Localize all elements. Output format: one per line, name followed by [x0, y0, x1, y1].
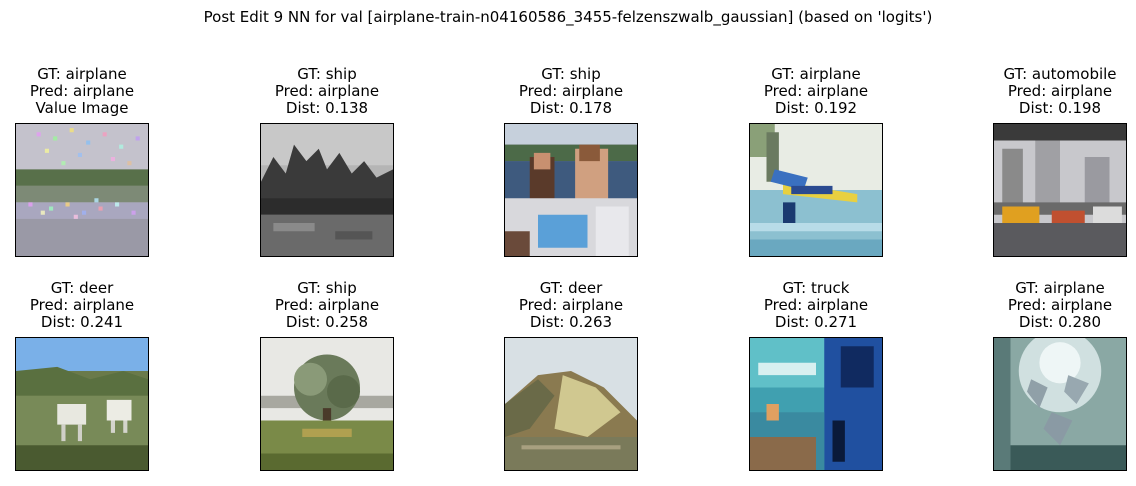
- jet-formation-image: [993, 337, 1127, 471]
- panel-caption: GT: truck Pred: airplane Dist: 0.271: [709, 280, 923, 331]
- panel-caption: GT: airplane Pred: airplane Dist: 0.192: [709, 66, 923, 117]
- dist-label: Dist: 0.178: [529, 99, 613, 117]
- seaplane-on-water-image: [749, 123, 883, 257]
- people-on-boat-image: [504, 123, 638, 257]
- panel-caption: GT: airplane Pred: airplane Value Image: [0, 66, 189, 117]
- hillside-landscape-image: [504, 337, 638, 471]
- gt-label: GT: airplane: [37, 65, 127, 83]
- pred-label: Pred: airplane: [274, 82, 380, 100]
- pred-label: Pred: airplane: [763, 296, 869, 314]
- figure-title: Post Edit 9 NN for val [airplane-train-n…: [203, 8, 933, 26]
- gt-label: GT: ship: [297, 279, 357, 297]
- pred-label: Pred: airplane: [1007, 296, 1113, 314]
- panel-caption: GT: automobile Pred: airplane Dist: 0.19…: [953, 66, 1136, 117]
- noisy-lake-airplane-image: [15, 123, 149, 257]
- pred-label: Pred: airplane: [29, 82, 135, 100]
- grayscale-trees-lake-image: [260, 123, 394, 257]
- panel-caption: GT: airplane Pred: airplane Dist: 0.280: [953, 280, 1136, 331]
- tree-in-meadow-image: [260, 337, 394, 471]
- panel-caption: GT: ship Pred: airplane Dist: 0.258: [220, 280, 434, 331]
- dist-label: Dist: 0.198: [1018, 99, 1102, 117]
- gt-label: GT: deer: [50, 279, 114, 297]
- gt-label: GT: deer: [539, 279, 603, 297]
- pred-label: Pred: airplane: [29, 296, 135, 314]
- dist-label: Dist: 0.192: [774, 99, 858, 117]
- gt-label: GT: ship: [541, 65, 601, 83]
- deer-in-field-image: [15, 337, 149, 471]
- pred-label: Pred: airplane: [1007, 82, 1113, 100]
- gt-label: GT: automobile: [1003, 65, 1117, 83]
- panel-caption: GT: deer Pred: airplane Dist: 0.241: [0, 280, 189, 331]
- gt-label: GT: truck: [782, 279, 850, 297]
- gt-label: GT: airplane: [771, 65, 861, 83]
- dist-label: Dist: 0.280: [1018, 313, 1102, 331]
- panel-caption: GT: ship Pred: airplane Dist: 0.178: [464, 66, 678, 117]
- pred-label: Pred: airplane: [518, 296, 624, 314]
- panel-caption: GT: ship Pred: airplane Dist: 0.138: [220, 66, 434, 117]
- pred-label: Pred: airplane: [518, 82, 624, 100]
- pred-label: Pred: airplane: [274, 296, 380, 314]
- dist-label: Dist: 0.138: [285, 99, 369, 117]
- dist-label: Dist: 0.258: [285, 313, 369, 331]
- dist-label: Dist: 0.271: [774, 313, 858, 331]
- gt-label: GT: airplane: [1015, 279, 1105, 297]
- truck-closeup-image: [749, 337, 883, 471]
- dist-label: Dist: 0.241: [40, 313, 124, 331]
- street-cars-buildings-image: [993, 123, 1127, 257]
- panel-caption: GT: deer Pred: airplane Dist: 0.263: [464, 280, 678, 331]
- value-label: Value Image: [35, 99, 129, 117]
- dist-label: Dist: 0.263: [529, 313, 613, 331]
- gt-label: GT: ship: [297, 65, 357, 83]
- pred-label: Pred: airplane: [763, 82, 869, 100]
